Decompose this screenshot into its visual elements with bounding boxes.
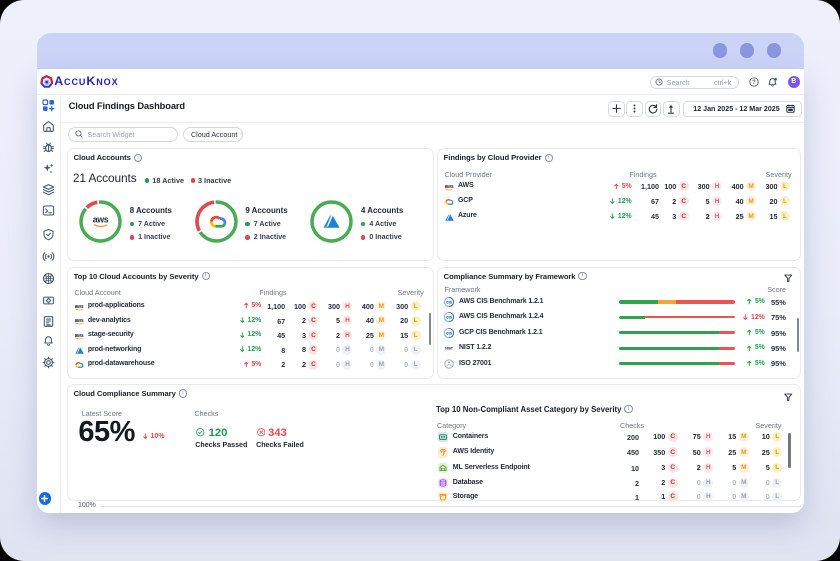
svg-text:NIST: NIST [446,347,455,351]
svg-text:aws: aws [445,184,454,190]
svg-text:CIS: CIS [446,331,453,335]
svg-text:aws: aws [93,215,109,225]
svg-text:CIS: CIS [446,316,453,320]
svg-text:aws: aws [75,304,84,310]
svg-text:?: ? [752,80,756,86]
svg-text:aws: aws [75,318,84,324]
svg-text:aws: aws [75,333,84,339]
svg-text:CIS: CIS [446,301,453,305]
